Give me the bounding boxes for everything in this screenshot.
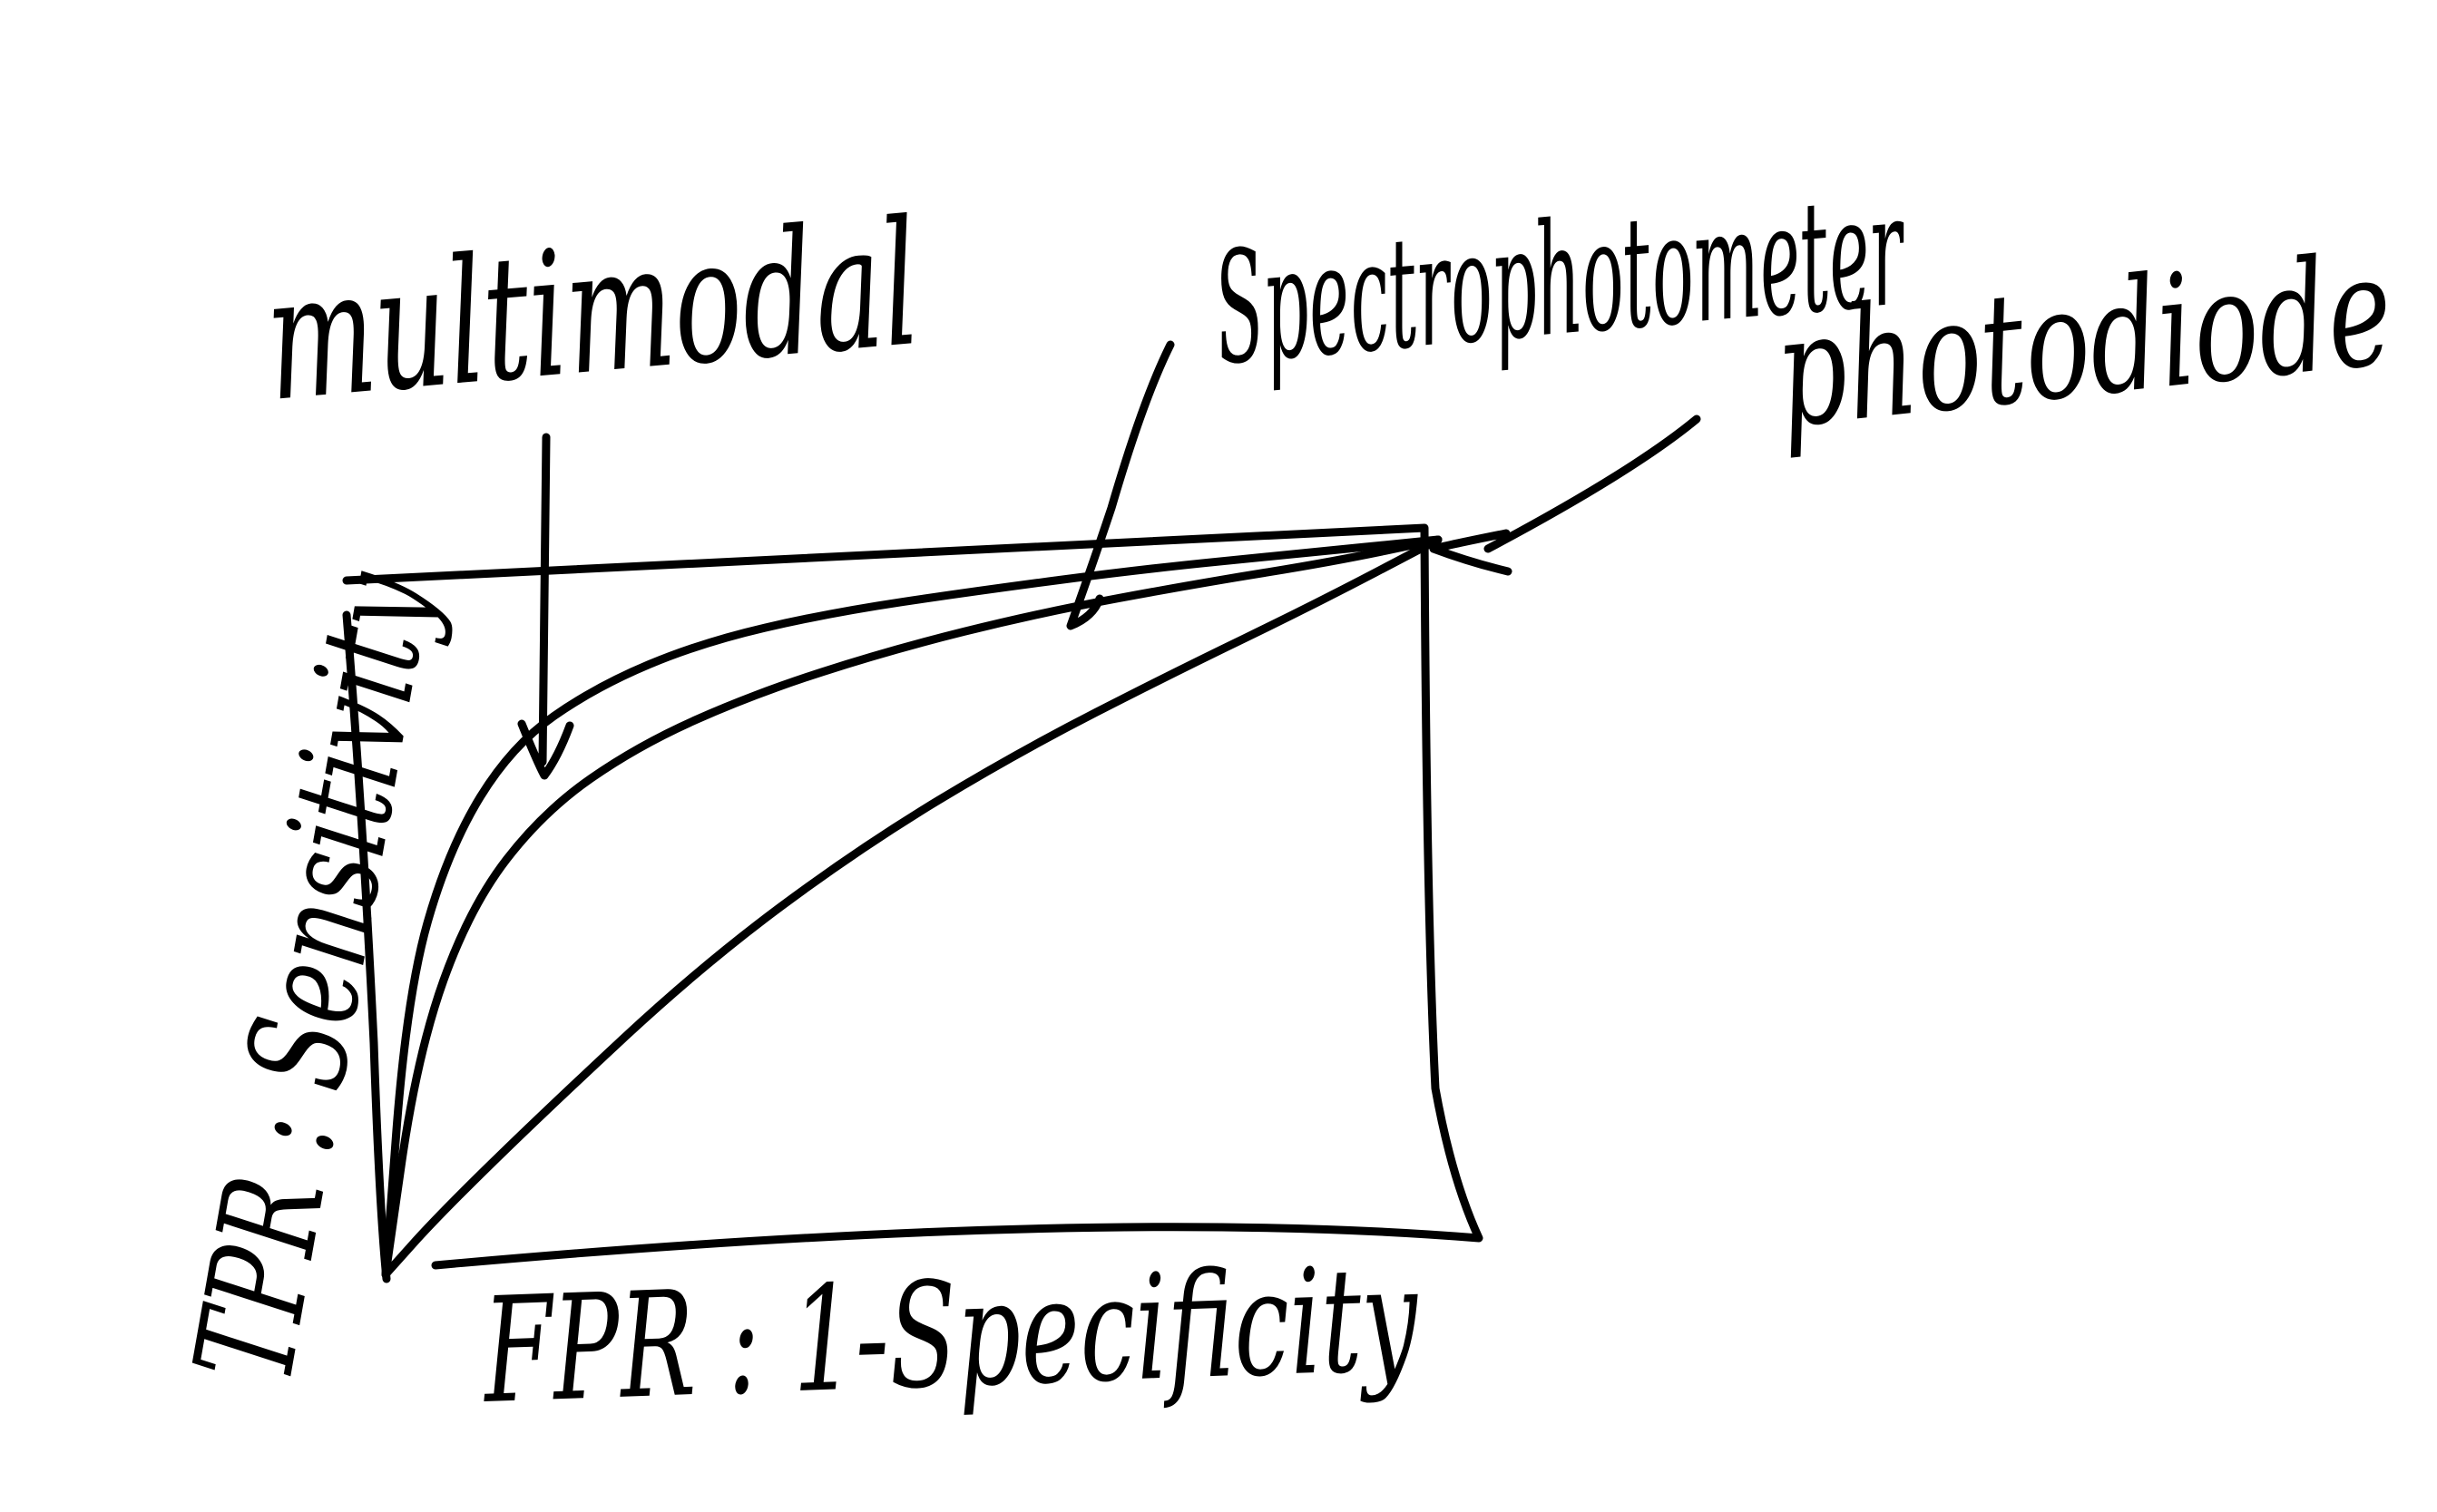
curve-spectrophotometer xyxy=(381,535,1443,1279)
roc-curves xyxy=(381,535,1443,1279)
multimodal-arrow xyxy=(517,433,574,780)
x-axis-label: FPR : 1-Specificity xyxy=(479,1234,1423,1436)
curve-photodiode xyxy=(381,535,1443,1279)
plot-frame xyxy=(342,523,1483,1283)
photodiode-arrow xyxy=(1429,415,1701,576)
spectrophotometer-pointer xyxy=(1066,340,1175,630)
curve-multimodal xyxy=(381,535,1443,1279)
label-multimodal: multimodal xyxy=(259,183,927,440)
